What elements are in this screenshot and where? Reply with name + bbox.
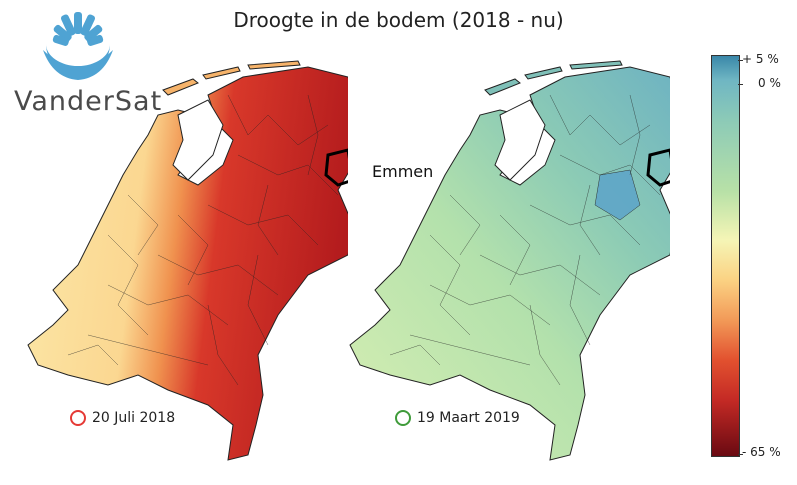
colorbar-zero-label: 0 %	[758, 76, 781, 90]
caption-right: 19 Maart 2019	[395, 410, 520, 426]
red-circle-icon	[70, 410, 86, 426]
emmen-outline	[324, 148, 348, 187]
colorbar	[711, 55, 740, 457]
municipality-borders	[389, 94, 661, 386]
sun-rays-logo-icon	[43, 12, 113, 80]
wadden-islands	[162, 60, 301, 96]
wet-region-drenthe	[594, 169, 641, 221]
emmen-outline	[646, 148, 670, 187]
ijsselmeer	[494, 99, 546, 181]
map-drought-july-2018	[27, 60, 348, 461]
logo-text: VanderSat	[14, 86, 163, 117]
ijsselmeer	[172, 99, 224, 181]
colorbar-max-label: + 5 %	[742, 52, 779, 66]
wadden-islands	[484, 60, 623, 96]
map-drought-march-2019	[349, 60, 670, 461]
caption-left: 20 Juli 2018	[70, 410, 175, 426]
green-circle-icon	[395, 410, 411, 426]
emmen-label: Emmen	[372, 162, 434, 181]
page-title: Droogte in de bodem (2018 - nu)	[233, 8, 564, 32]
colorbar-tick-bottom	[738, 454, 743, 455]
colorbar-tick-top	[738, 60, 743, 61]
municipality-borders	[67, 94, 339, 386]
colorbar-tick-zero	[738, 84, 743, 85]
colorbar-min-label: - 65 %	[742, 445, 781, 459]
